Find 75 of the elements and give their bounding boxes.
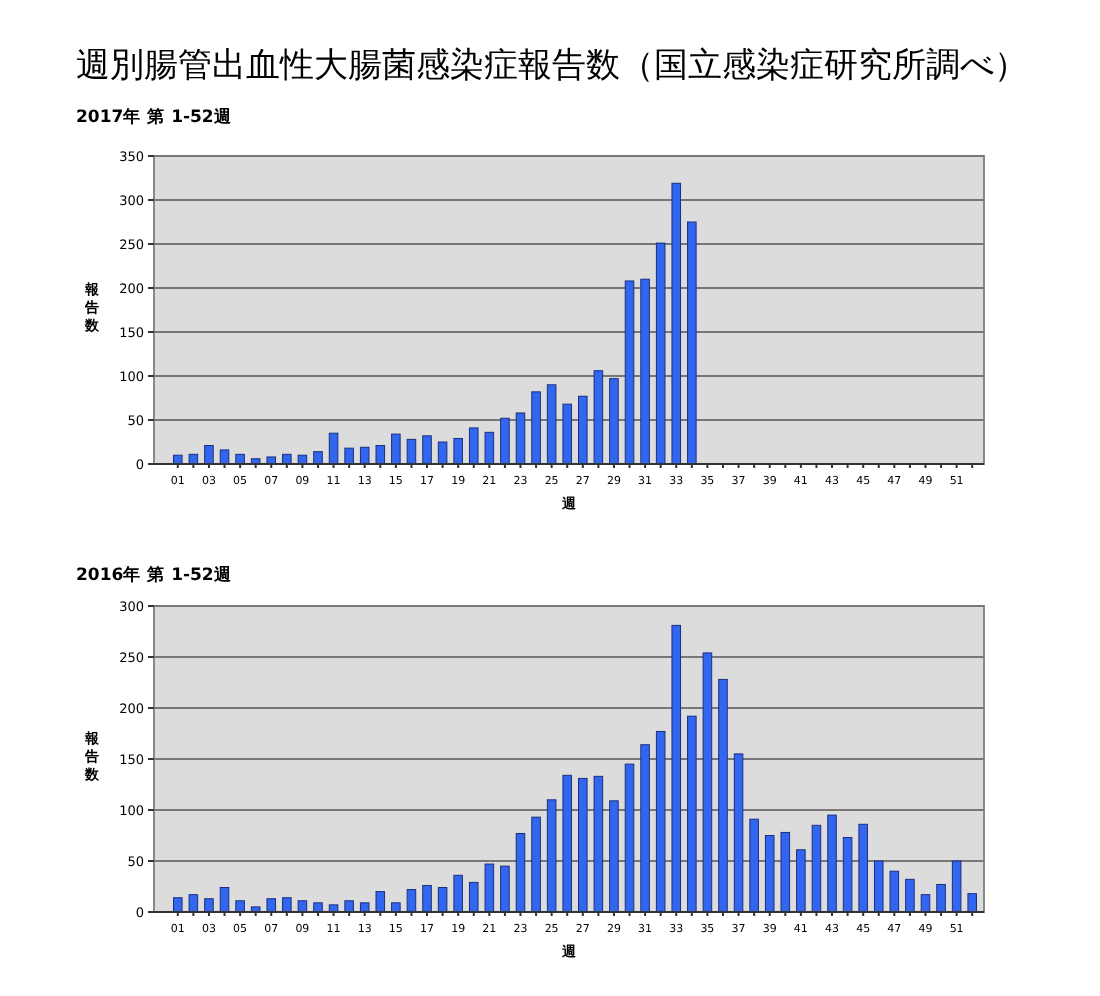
bar bbox=[546, 384, 557, 465]
bar bbox=[687, 715, 697, 913]
bar bbox=[282, 897, 292, 913]
bar bbox=[655, 730, 666, 913]
bar bbox=[422, 884, 432, 913]
bar bbox=[204, 898, 214, 913]
bar bbox=[468, 881, 479, 913]
chart-subtitle: 2017年 第 1-52週 bbox=[76, 106, 234, 128]
bar bbox=[624, 763, 635, 913]
bar bbox=[967, 893, 977, 913]
bar bbox=[718, 678, 728, 913]
bar bbox=[266, 456, 277, 465]
bar bbox=[344, 447, 354, 465]
bar bbox=[687, 221, 697, 465]
bar bbox=[873, 860, 884, 913]
chart-subtitle: 2016年 第 1-52週 bbox=[76, 564, 234, 586]
bar bbox=[359, 902, 370, 913]
bar bbox=[359, 446, 370, 465]
bar bbox=[531, 816, 541, 913]
bar bbox=[531, 391, 541, 465]
bar bbox=[546, 799, 557, 913]
bar bbox=[889, 870, 900, 913]
bar bbox=[500, 417, 510, 465]
bar bbox=[453, 437, 463, 465]
bar bbox=[391, 902, 401, 913]
bar bbox=[266, 898, 277, 913]
bar bbox=[842, 837, 853, 913]
bar bbox=[796, 849, 806, 913]
bar bbox=[453, 874, 463, 913]
bar bbox=[484, 431, 495, 465]
bar bbox=[609, 378, 619, 465]
bar bbox=[500, 865, 510, 913]
bar bbox=[375, 445, 386, 465]
bar bbox=[437, 441, 448, 465]
bar bbox=[609, 800, 619, 913]
bar bbox=[640, 744, 650, 913]
bar bbox=[811, 824, 822, 913]
bar bbox=[655, 242, 666, 465]
bar bbox=[204, 445, 214, 465]
bar bbox=[593, 775, 604, 913]
bar bbox=[905, 878, 915, 913]
bar bbox=[733, 753, 744, 913]
bar bbox=[297, 900, 308, 913]
bar bbox=[344, 900, 354, 913]
bar bbox=[422, 435, 432, 465]
bar bbox=[640, 278, 650, 465]
bar bbox=[173, 897, 183, 913]
bar bbox=[951, 860, 962, 913]
bar bbox=[235, 900, 245, 913]
bar bbox=[624, 280, 635, 465]
bar bbox=[188, 894, 199, 913]
bar bbox=[702, 652, 713, 913]
bar bbox=[562, 403, 572, 465]
bar bbox=[313, 451, 323, 465]
chart-title: 週別腸管出血性大腸菌感染症報告数（国立感染症研究所調べ） bbox=[76, 46, 1028, 86]
bar bbox=[375, 891, 386, 913]
bar bbox=[671, 624, 682, 913]
bar bbox=[562, 774, 572, 913]
bar bbox=[313, 902, 323, 913]
bar bbox=[936, 883, 946, 913]
bar bbox=[593, 370, 604, 465]
bar bbox=[468, 427, 479, 465]
bar bbox=[858, 823, 868, 913]
bar bbox=[764, 835, 775, 913]
bar bbox=[484, 863, 495, 913]
bar bbox=[515, 412, 526, 465]
bar bbox=[827, 814, 837, 913]
bar bbox=[437, 887, 448, 913]
bar bbox=[391, 433, 401, 465]
bar bbox=[578, 395, 588, 465]
bar bbox=[780, 831, 791, 913]
bar bbox=[749, 818, 759, 913]
bar bbox=[515, 832, 526, 913]
bar bbox=[671, 182, 682, 465]
bar bbox=[578, 777, 588, 913]
